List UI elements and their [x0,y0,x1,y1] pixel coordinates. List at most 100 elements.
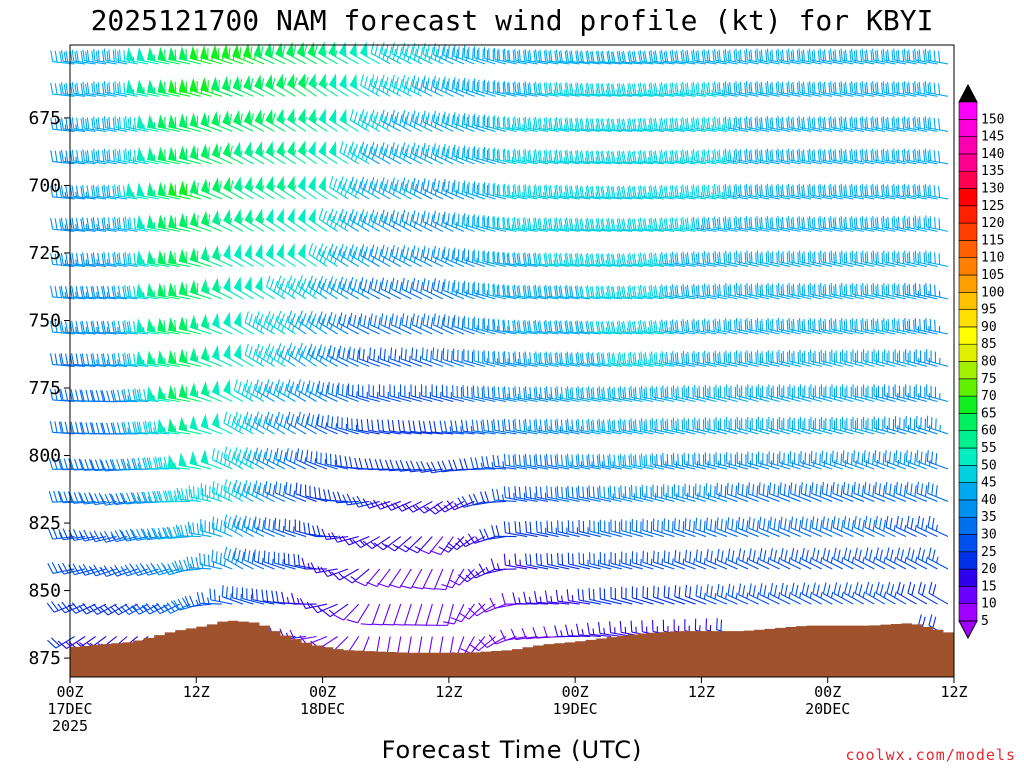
wind-barb [385,459,412,472]
wind-barb [747,482,770,502]
wind-barb [534,116,559,132]
wind-barb [619,418,643,435]
wind-barb [652,550,675,570]
wind-barb [47,527,75,540]
wind-barb [136,318,159,335]
wind-barb [297,107,317,132]
wind-barb [103,148,128,165]
wind-barb [757,384,780,403]
wind-barb [347,383,370,403]
x-tick-label: 00Z [309,683,336,701]
wind-barb [422,75,444,97]
wind-barb [682,319,707,335]
wind-barb [630,418,654,435]
wind-barb [297,72,317,97]
wind-barb [232,109,254,132]
wind-barb [328,344,349,367]
wind-barb [50,253,75,268]
wind-barb [88,603,117,616]
x-tick-label: 00Z [56,683,83,701]
wind-barb [745,116,770,132]
wind-barb [746,318,770,335]
wind-barb [287,175,307,200]
wind-barb [255,343,275,367]
wind-barb [706,549,728,570]
wind-barb [276,343,296,367]
wind-barb [587,418,612,435]
colorbar-label: 25 [981,545,997,560]
wind-barb [293,553,317,570]
wind-barb [168,146,191,165]
y-tick-label: 875 [28,648,61,669]
wind-barb [693,283,717,300]
wind-barb [735,48,759,65]
wind-barb [244,276,265,300]
wind-barb [265,275,286,300]
wind-barb [223,446,244,470]
wind-barb [276,175,296,200]
wind-barb [299,598,328,610]
wind-barb [639,117,664,132]
wind-barb [662,453,686,470]
wind-barb [146,282,170,300]
wind-barb [642,550,665,570]
wind-barb [189,211,212,232]
wind-barb [525,553,549,570]
wind-barb [403,603,423,626]
wind-barb [339,276,359,300]
wind-barb [221,585,244,605]
wind-barb [672,417,696,435]
wind-barb [328,73,349,97]
wind-barb [243,480,265,502]
wind-barb [200,346,223,367]
wind-barb [276,310,296,335]
wind-barb [589,519,612,538]
wind-barb [400,568,423,589]
wind-barb [379,347,401,367]
colorbar-label: 40 [981,493,997,508]
wind-barb [411,347,433,367]
colorbar-swatch [958,603,978,622]
wind-barb [307,41,328,65]
x-tick-label: 18DEC [300,700,345,718]
wind-barb [500,629,528,641]
colorbar-label: 60 [981,424,997,439]
wind-barb [684,483,707,502]
wind-barb [50,150,75,165]
wind-barb [493,215,517,232]
wind-barb [436,603,454,626]
wind-barb [189,247,212,267]
wind-barb [453,144,475,165]
colorbar-label: 80 [981,355,997,370]
wind-barb [189,279,212,300]
wind-barb [431,384,454,403]
wind-barb [359,41,380,65]
wind-barb [651,418,675,435]
wind-barb [309,603,338,614]
wind-barb [287,275,307,300]
wind-barb [120,603,149,616]
wind-barb [121,492,149,505]
wind-barb [663,585,686,605]
colorbar-label: 90 [981,320,997,335]
y-tick-label: 775 [28,378,61,399]
wind-barb [473,349,496,367]
wind-barb [264,447,286,470]
wind-barb [244,176,265,200]
wind-barb [525,520,549,538]
wind-barb [366,418,391,435]
wind-barb [328,41,349,65]
wind-barb [276,140,296,165]
wind-barb [566,49,591,65]
wind-barb [401,177,423,200]
wind-barb [610,586,633,605]
wind-barb [514,183,538,200]
wind-barb [223,379,244,402]
wind-barb [468,603,496,617]
wind-barb [50,320,75,335]
wind-barb [125,79,149,97]
wind-barb [663,484,686,502]
wind-barb [50,353,75,367]
wind-barb [545,184,570,200]
wind-barb [178,248,201,268]
